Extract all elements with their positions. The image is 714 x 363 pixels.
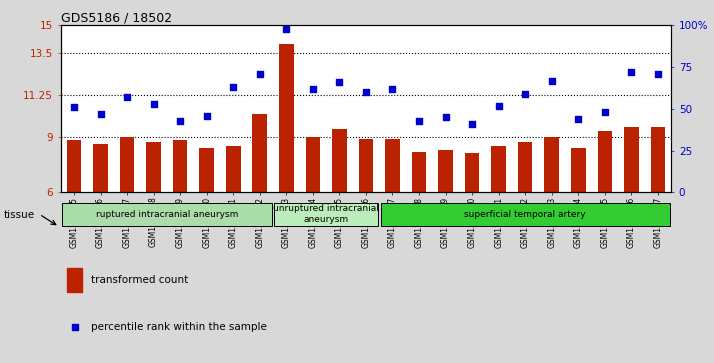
Point bbox=[360, 89, 371, 95]
Text: unruptured intracranial
aneurysm: unruptured intracranial aneurysm bbox=[273, 204, 379, 224]
Bar bbox=[624, 127, 638, 192]
Point bbox=[413, 118, 425, 123]
Bar bbox=[381, 203, 670, 225]
Point bbox=[69, 324, 81, 330]
Text: tissue: tissue bbox=[4, 210, 35, 220]
Point bbox=[599, 109, 610, 115]
Point bbox=[281, 26, 292, 32]
Bar bbox=[226, 146, 241, 192]
Bar bbox=[306, 137, 320, 192]
Bar bbox=[332, 129, 347, 192]
Point bbox=[652, 71, 663, 77]
Bar bbox=[491, 146, 506, 192]
Point bbox=[493, 103, 504, 109]
Bar bbox=[62, 203, 272, 225]
Bar bbox=[518, 142, 533, 192]
Bar bbox=[650, 127, 665, 192]
Point bbox=[546, 78, 558, 83]
Point bbox=[387, 86, 398, 92]
Bar bbox=[173, 140, 188, 192]
Point bbox=[228, 84, 239, 90]
Point bbox=[201, 113, 212, 118]
Bar bbox=[385, 139, 400, 192]
Text: ruptured intracranial aneurysm: ruptured intracranial aneurysm bbox=[96, 210, 238, 219]
Point bbox=[520, 91, 531, 97]
Bar bbox=[253, 114, 267, 192]
Bar bbox=[199, 148, 214, 192]
Bar bbox=[67, 268, 82, 292]
Point bbox=[95, 111, 106, 117]
Point bbox=[254, 71, 266, 77]
Bar bbox=[274, 203, 378, 225]
Point bbox=[121, 94, 133, 100]
Point bbox=[625, 69, 637, 75]
Point bbox=[174, 118, 186, 123]
Point bbox=[333, 79, 345, 85]
Bar bbox=[465, 154, 479, 192]
Bar bbox=[146, 142, 161, 192]
Text: percentile rank within the sample: percentile rank within the sample bbox=[91, 322, 267, 332]
Bar bbox=[120, 137, 134, 192]
Bar bbox=[598, 131, 612, 192]
Point bbox=[573, 116, 584, 122]
Bar bbox=[94, 144, 108, 192]
Point bbox=[69, 104, 80, 110]
Text: GDS5186 / 18502: GDS5186 / 18502 bbox=[61, 11, 172, 24]
Bar bbox=[66, 140, 81, 192]
Bar bbox=[544, 137, 559, 192]
Text: transformed count: transformed count bbox=[91, 275, 188, 285]
Point bbox=[307, 86, 318, 92]
Point bbox=[148, 101, 159, 107]
Point bbox=[440, 114, 451, 120]
Text: superficial temporal artery: superficial temporal artery bbox=[464, 210, 586, 219]
Bar bbox=[412, 152, 426, 192]
Bar bbox=[438, 150, 453, 192]
Point bbox=[466, 121, 478, 127]
Bar bbox=[358, 139, 373, 192]
Bar bbox=[571, 148, 585, 192]
Bar bbox=[279, 44, 293, 192]
